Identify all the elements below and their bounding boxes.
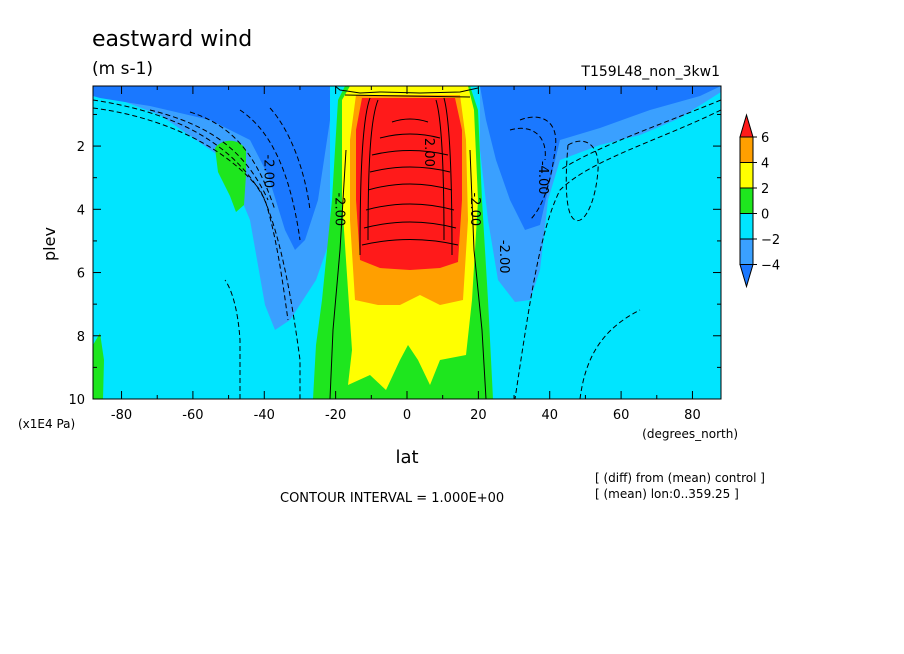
x-tick-label: -40	[254, 408, 275, 423]
x-axis: -80 -60 -40 -20 0 20 40 60 80	[111, 86, 701, 423]
colorbar-segment	[739, 136, 754, 163]
x-tick-label: 0	[403, 408, 411, 423]
y-tick-label: 6	[77, 267, 85, 282]
region-neg-4-south	[93, 86, 330, 250]
colorbar-segment	[739, 187, 754, 214]
contour-label: -2.00	[260, 155, 275, 189]
note-diff: [ (diff) from (mean) control ]	[595, 471, 765, 485]
chart-units: (m s-1)	[92, 59, 153, 79]
region-pos-0-south-patch	[215, 140, 246, 212]
contour-label: -4.00	[535, 161, 550, 195]
x-tick-label: -80	[111, 408, 132, 423]
plot-area: -2.00 -2.00 -2.00 2.00 -4.00 -2.00	[93, 86, 721, 399]
x-tick-label: 60	[613, 408, 630, 423]
contour-label: -2.00	[496, 240, 511, 274]
region-pos-0-pole	[93, 333, 104, 399]
run-label: T159L48_non_3kw1	[580, 64, 720, 80]
note-mean: [ (mean) lon:0..359.25 ]	[595, 487, 739, 501]
contour-label: 2.00	[421, 138, 436, 167]
colorbar-tick-label: 2	[761, 182, 769, 197]
contour-label: -2.00	[467, 192, 482, 226]
region-neg-4-north	[480, 86, 721, 230]
y-tick-label: 4	[77, 203, 85, 218]
colorbar-segment	[739, 238, 754, 265]
y-tick-label: 2	[77, 140, 85, 155]
y-axis-label: plev	[40, 227, 59, 261]
colorbar-tick-label: 0	[761, 208, 769, 223]
y-tick-label: 10	[68, 393, 85, 408]
colorbar-segment	[739, 162, 754, 189]
x-tick-label: 20	[470, 408, 487, 423]
x-axis-label: lat	[395, 447, 418, 468]
x-tick-label: 80	[684, 408, 701, 423]
colorbar-max-triangle	[739, 113, 754, 138]
x-tick-label: 40	[541, 408, 558, 423]
colorbar-min-triangle	[739, 264, 754, 289]
negative-contour-lines	[93, 99, 721, 399]
colorbar-segment	[739, 213, 754, 240]
x-tick-label: -20	[325, 408, 346, 423]
contour-label-layer: -2.00 -2.00 -2.00 2.00 -4.00 -2.00	[260, 138, 550, 274]
y-axis: 2 4 6 8 10	[68, 113, 721, 408]
contour-interval: CONTOUR INTERVAL = 1.000E+00	[280, 491, 504, 506]
colorbar: 6 4 2 0 −2 −4	[739, 113, 780, 289]
colorbar-tick-label: −2	[761, 233, 780, 248]
x-axis-units: (degrees_north)	[642, 427, 738, 441]
y-tick-label: 8	[77, 330, 85, 345]
colorbar-tick-label: 4	[761, 157, 769, 172]
contour-label: -2.00	[332, 192, 347, 226]
chart-title: eastward wind	[92, 27, 252, 52]
y-axis-units: (x1E4 Pa)	[18, 417, 75, 431]
colorbar-tick-label: −4	[761, 259, 780, 274]
x-tick-label: -60	[182, 408, 203, 423]
colorbar-tick-label: 6	[761, 131, 769, 146]
contour-lines	[329, 86, 487, 399]
